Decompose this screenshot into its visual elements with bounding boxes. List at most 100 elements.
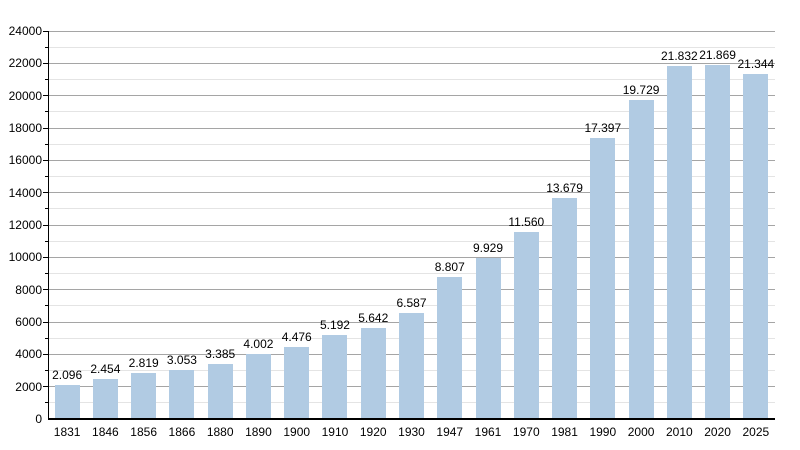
bar	[245, 354, 271, 419]
bar-value-label: 2.454	[90, 362, 121, 377]
y-axis-tick	[45, 79, 48, 80]
y-tick-label: 6000	[15, 315, 42, 329]
y-axis-tick	[45, 305, 48, 307]
bar-value-label: 21.869	[699, 48, 736, 63]
y-axis-tick	[43, 159, 48, 161]
x-tick-label: 1900	[283, 425, 311, 439]
y-axis-tick	[45, 143, 48, 145]
y-axis-tick	[43, 386, 48, 388]
x-tick-label: 1920	[359, 425, 387, 439]
y-tick-label: 14000	[8, 185, 42, 200]
bar	[552, 197, 578, 419]
bar	[92, 379, 118, 419]
y-axis-tick	[45, 46, 48, 48]
x-tick-label: 1947	[436, 425, 464, 439]
gridline-major	[48, 95, 775, 97]
x-tick-label: 1831	[53, 425, 81, 439]
x-tick-label: 1890	[245, 425, 272, 439]
x-tick-label: 1990	[589, 425, 617, 439]
bar	[437, 276, 463, 419]
bar	[54, 385, 80, 419]
y-tick-label: 22000	[8, 56, 42, 71]
y-tick-label: 4000	[15, 347, 42, 362]
bar-value-label: 2.096	[52, 368, 83, 383]
y-axis-tick	[45, 176, 48, 177]
y-axis-tick	[45, 240, 48, 242]
gridline-major	[48, 30, 775, 32]
y-tick-label: 12000	[8, 218, 42, 232]
bar	[207, 364, 233, 419]
y-tick-label: 0	[35, 412, 42, 426]
y-axis-tick	[45, 337, 48, 339]
bar-value-label: 8.807	[434, 259, 465, 274]
bar	[590, 137, 616, 419]
bar	[169, 369, 195, 419]
y-tick-label: 2000	[15, 379, 42, 394]
x-tick-label: 1961	[474, 425, 502, 439]
bar-value-label: 21.344	[737, 56, 775, 71]
bar	[399, 312, 424, 419]
y-axis-tick	[43, 321, 48, 323]
bar-value-label: 5.192	[319, 318, 350, 333]
y-axis-tick	[45, 402, 48, 404]
bar-value-label: 21.832	[660, 49, 698, 64]
y-tick-label: 20000	[8, 88, 42, 103]
y-axis-tick	[43, 256, 48, 258]
y-axis-tick	[43, 30, 48, 32]
x-tick-label: 1866	[168, 425, 196, 439]
bar	[513, 232, 539, 419]
gridline-minor	[48, 79, 775, 80]
x-tick-label: 2025	[742, 425, 770, 439]
y-axis-tick	[43, 192, 48, 194]
bar-value-label: 9.929	[473, 241, 504, 256]
bar-value-label: 17.397	[584, 120, 622, 135]
gridline-major	[48, 159, 775, 161]
y-tick-label: 18000	[8, 121, 42, 135]
gridline-major	[48, 224, 775, 226]
gridline-minor	[48, 208, 775, 210]
y-axis-tick	[43, 353, 48, 355]
x-axis-line	[48, 418, 775, 420]
plot-area	[48, 30, 775, 419]
bar	[628, 100, 654, 419]
y-tick-label: 10000	[8, 250, 42, 265]
y-axis-tick	[43, 289, 48, 291]
x-tick-label: 2020	[704, 425, 731, 439]
bar	[475, 258, 501, 419]
x-tick-label: 2010	[665, 425, 693, 439]
gridline-major	[48, 192, 775, 194]
y-tick-label: 16000	[8, 153, 42, 168]
x-tick-label: 2000	[627, 425, 655, 439]
x-tick-label: 1846	[92, 425, 119, 439]
x-tick-label: 1856	[130, 425, 157, 439]
bar-value-label: 4.476	[281, 329, 312, 344]
gridline-major	[48, 289, 775, 291]
bar-value-label: 19.729	[622, 83, 660, 98]
bar-value-label: 5.642	[358, 310, 389, 325]
y-axis-tick	[43, 127, 48, 129]
gridline-minor	[48, 305, 775, 307]
bar	[131, 373, 157, 419]
y-axis-tick	[45, 273, 48, 274]
x-tick-label: 1981	[551, 425, 578, 439]
gridline-minor	[48, 46, 775, 48]
gridline-minor	[48, 273, 775, 274]
y-axis-tick	[43, 62, 48, 64]
gridline-minor	[48, 143, 775, 145]
x-tick-label: 1910	[321, 425, 349, 439]
bar	[743, 73, 769, 419]
gridline-major	[48, 62, 775, 64]
bar-value-label: 13.679	[546, 180, 583, 195]
gridline-minor	[48, 240, 775, 242]
bar	[284, 346, 310, 419]
x-tick-label: 1880	[206, 425, 234, 439]
y-tick-label: 24000	[8, 24, 42, 38]
y-axis-tick	[45, 111, 48, 113]
y-axis-tick	[43, 224, 48, 226]
bar-value-label: 3.053	[166, 352, 197, 367]
bar-value-label: 4.002	[243, 337, 274, 352]
gridline-major	[48, 256, 775, 258]
bar	[666, 66, 692, 419]
bar-value-label: 11.560	[508, 215, 545, 230]
